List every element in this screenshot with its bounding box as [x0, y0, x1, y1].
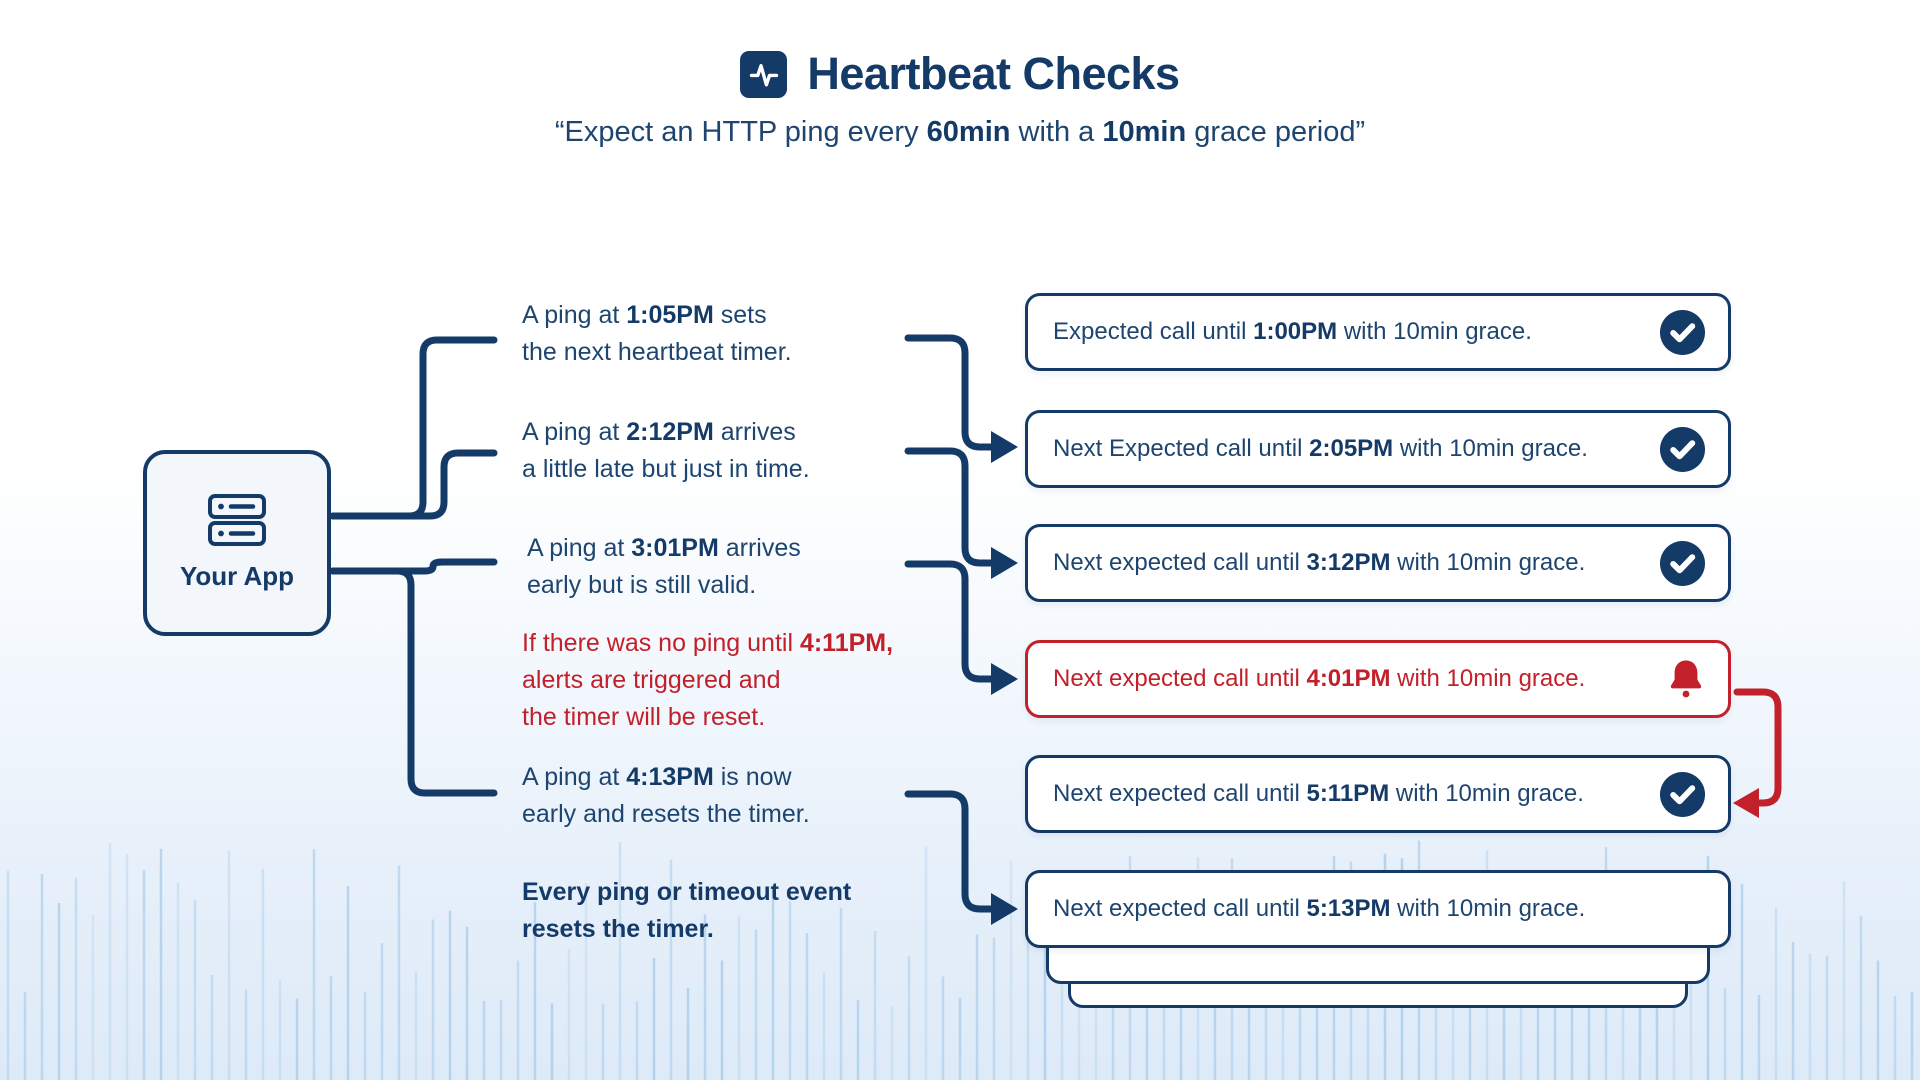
annotation-line: a little late but just in time. — [522, 455, 810, 483]
annotation-ping-212: A ping at 2:12PM arrives a little late b… — [522, 414, 810, 488]
connector-app-to-note-1 — [329, 336, 498, 520]
annotation-line: A ping at 1:05PM sets — [522, 301, 767, 329]
annotation-line: the next heartbeat timer. — [522, 338, 792, 366]
connector-app-to-note-5 — [329, 567, 498, 797]
annotation-ping-301: A ping at 3:01PM arrives early but is st… — [527, 530, 801, 604]
title-row: Heartbeat Checks — [0, 48, 1920, 100]
alert-bell-icon — [1666, 658, 1706, 700]
annotation-line: A ping at 2:12PM arrives — [522, 418, 796, 446]
annotation-line: resets the timer. — [522, 915, 714, 943]
timeline-box-text: Next expected call until 5:11PM with 10m… — [1053, 780, 1584, 807]
heartbeat-activity-icon — [740, 50, 788, 98]
timeline-box-1: Expected call until 1:00PM with 10min gr… — [1025, 293, 1731, 371]
annotation-line: Every ping or timeout event — [522, 878, 852, 906]
red-feedback-arrow — [1733, 688, 1782, 807]
annotation-line: A ping at 3:01PM arrives — [527, 534, 801, 562]
arrow-note3-to-box4 — [904, 560, 995, 683]
annotation-line: the timer will be reset. — [522, 703, 766, 731]
server-icon — [208, 494, 266, 546]
header: Heartbeat Checks “Expect an HTTP ping ev… — [0, 48, 1920, 149]
timeline-box-text: Next expected call until 3:12PM with 10m… — [1053, 549, 1586, 576]
red-arrowhead — [1733, 788, 1759, 818]
check-circle-icon — [1659, 771, 1706, 818]
annotation-ping-105: A ping at 1:05PM sets the next heartbeat… — [522, 297, 792, 371]
timeline-box-text: Next expected call until 4:01PM with 10m… — [1053, 665, 1586, 692]
your-app-box: Your App — [143, 450, 331, 636]
page-title: Heartbeat Checks — [807, 48, 1180, 99]
timeline-box-6: Next expected call until 5:13PM with 10m… — [1025, 870, 1731, 948]
timeline-box-2: Next Expected call until 2:05PM with 10m… — [1025, 410, 1731, 488]
connector-app-to-note-3 — [329, 558, 498, 575]
arrow-note2-to-box3 — [904, 447, 995, 567]
timeline-box-text: Expected call until 1:00PM with 10min gr… — [1053, 318, 1532, 345]
timeline-box-text: Next expected call until 5:13PM with 10m… — [1053, 895, 1586, 922]
annotation-ping-413: A ping at 4:13PM is now early and resets… — [522, 759, 810, 833]
annotation-line: early but is still valid. — [527, 571, 757, 599]
arrowhead-box6 — [991, 893, 1018, 925]
arrowhead-box2 — [991, 431, 1018, 463]
connector-app-to-note-2 — [329, 449, 498, 520]
annotation-summary: Every ping or timeout event resets the t… — [522, 874, 851, 948]
arrowhead-box4 — [991, 663, 1018, 695]
annotation-alert-411: If there was no ping until 4:11PM, alert… — [522, 625, 893, 736]
check-circle-icon — [1659, 309, 1706, 356]
arrow-note5-to-box6 — [904, 790, 995, 913]
timeline-box-4-alert: Next expected call until 4:01PM with 10m… — [1025, 640, 1731, 718]
annotation-line: If there was no ping until 4:11PM, — [522, 629, 894, 657]
arrow-note1-to-box2 — [904, 334, 995, 451]
arrowhead-box3 — [991, 547, 1018, 579]
annotation-line: alerts are triggered and — [522, 666, 781, 694]
timeline-box-3: Next expected call until 3:12PM with 10m… — [1025, 524, 1731, 602]
annotation-line: A ping at 4:13PM is now — [522, 763, 792, 791]
timeline-box-5: Next expected call until 5:11PM with 10m… — [1025, 755, 1731, 833]
annotation-line: early and resets the timer. — [522, 800, 810, 828]
timeline-box-text: Next Expected call until 2:05PM with 10m… — [1053, 435, 1588, 462]
page-subtitle: “Expect an HTTP ping every 60min with a … — [554, 116, 1366, 148]
check-circle-icon — [1659, 426, 1706, 473]
check-circle-icon — [1659, 540, 1706, 587]
your-app-label: Your App — [179, 561, 295, 591]
activity-pulse-glyph — [749, 64, 779, 87]
